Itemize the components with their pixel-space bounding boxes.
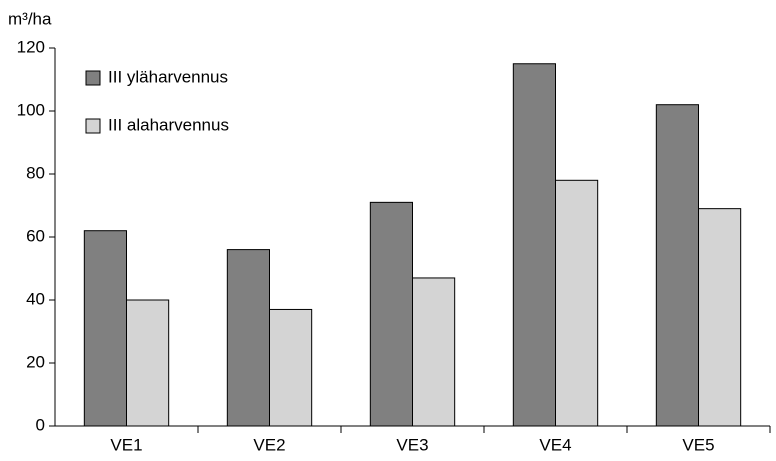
bar: [512, 63, 557, 427]
y-tick-label: 20: [26, 352, 45, 371]
bar: [412, 277, 456, 427]
bar: [555, 179, 599, 427]
y-axis-label: m³/ha: [8, 9, 52, 28]
bar: [126, 299, 170, 427]
y-tick-label: 100: [17, 100, 45, 119]
y-tick-label: 40: [26, 289, 45, 308]
legend-label: III yläharvennus: [108, 67, 228, 86]
bar: [655, 104, 700, 427]
bar: [269, 308, 313, 427]
bar: [369, 201, 414, 427]
y-tick-label: 80: [26, 163, 45, 182]
legend-label: III alaharvennus: [108, 115, 229, 134]
y-tick-label: 60: [26, 226, 45, 245]
x-tick-label: VE1: [110, 435, 142, 454]
legend-swatch: [85, 118, 101, 134]
bar: [226, 249, 271, 427]
bar: [83, 230, 128, 427]
legend-swatch: [85, 70, 101, 86]
x-tick-label: VE5: [682, 435, 714, 454]
x-tick-label: VE3: [396, 435, 428, 454]
x-tick-label: VE2: [253, 435, 285, 454]
y-tick-label: 120: [17, 37, 45, 56]
y-tick-label: 0: [36, 415, 45, 434]
bar: [698, 208, 742, 427]
x-tick-label: VE4: [539, 435, 571, 454]
